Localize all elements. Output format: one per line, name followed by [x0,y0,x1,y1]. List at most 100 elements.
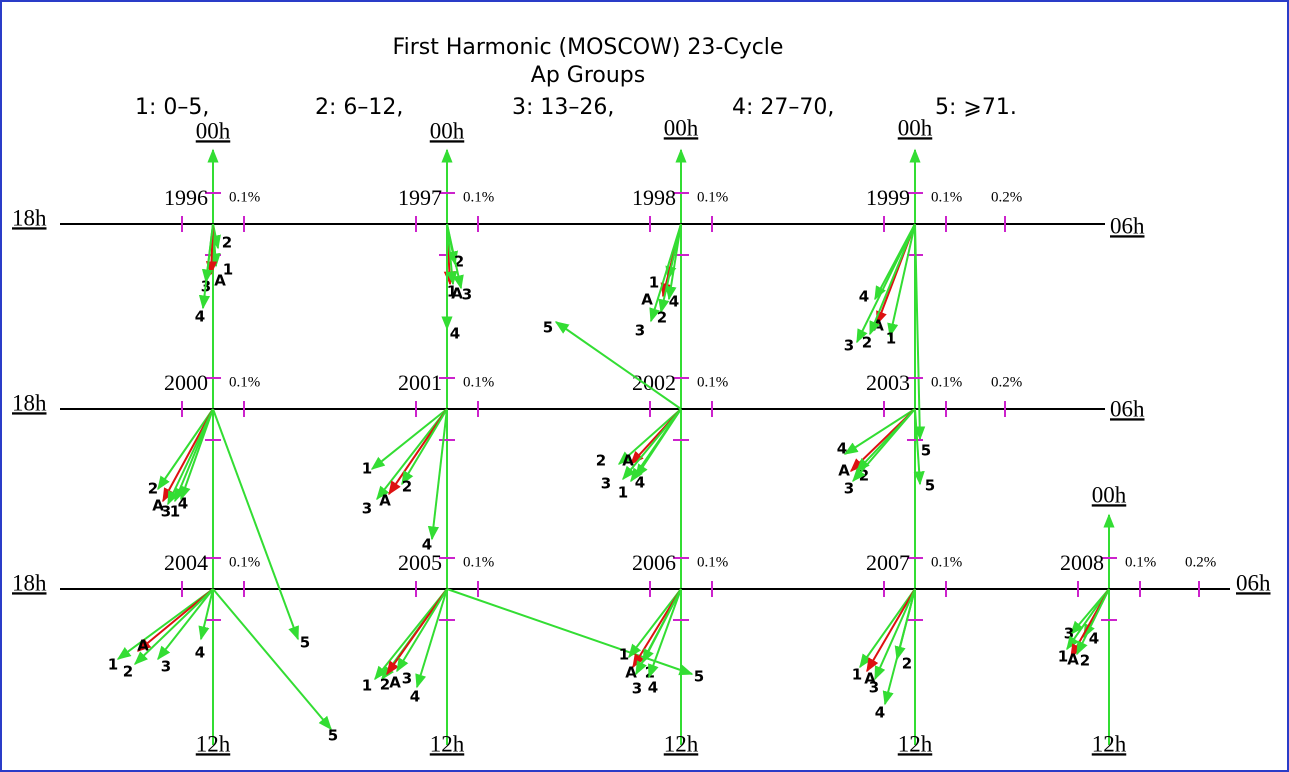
vector-label: A [864,670,876,688]
vector [198,588,214,641]
vector [635,588,682,676]
vector-label: 4 [875,704,885,722]
year-label: 1999 [866,185,910,210]
year-label: 2005 [398,550,442,575]
vector [136,588,214,652]
year-label: 2007 [866,550,910,575]
vector-label: 3 [161,503,171,521]
clock-label: 00h [664,115,699,140]
vector-label: 3 [632,680,642,698]
vector [427,408,448,541]
scale-label: 0.1% [463,189,494,205]
clock-label: 12h [1092,731,1127,756]
group: 5: ⩾71. [935,95,1017,120]
vector [116,588,214,660]
vector-label: A [152,497,164,515]
vector-label: 3 [844,480,854,498]
vector-label: 4 [669,293,679,311]
clock-label: 00h [898,115,933,140]
vector [649,223,682,323]
vector-label: 3 [462,286,472,304]
vector-label: 2 [402,478,412,496]
vector [617,408,682,465]
scale-label: 0.2% [991,189,1022,205]
scale-label: 0.1% [697,189,728,205]
clock-label: 12h [898,731,933,756]
vector-label: 4 [195,308,205,326]
vector [554,321,682,410]
vector [157,588,214,661]
year-label: 2000 [164,370,208,395]
vector [658,223,682,314]
scale-label: 0.1% [931,554,962,570]
vector [370,408,448,470]
vector-label: 3 [601,475,611,493]
vector-label: 1 [886,330,896,348]
scale-label: 0.2% [1185,554,1216,570]
vector-label: 2 [380,676,390,694]
year-label: 2008 [1060,550,1104,575]
vector-label: 1 [223,261,233,279]
title: First Harmonic (MOSCOW) 23-Cycle [393,35,784,60]
group: 4: 27–70, [732,95,834,120]
vector-label: A [214,272,226,290]
vector-label: 3 [635,322,645,340]
scale-label: 0.1% [463,554,494,570]
vector-label: A [838,462,850,480]
vector-label: A [389,674,401,692]
vector-label: 2 [454,253,464,271]
vector [856,223,916,344]
vector [198,223,214,310]
vector [401,408,448,486]
vector [869,223,916,336]
vector-label: 2 [902,655,912,673]
year-label: 1996 [164,185,208,210]
vector-label: 4 [1089,630,1099,648]
clock-label: 06h [1236,570,1271,595]
vector [212,408,299,641]
vector [157,408,214,491]
vector-label: 3 [1064,625,1074,643]
vector [446,223,464,290]
vector-label: 2 [222,234,232,252]
vector [874,588,916,681]
clock-label: 12h [664,731,699,756]
vector [212,588,332,731]
vector [179,408,214,501]
vector [859,588,916,669]
vector-label: 2 [1080,652,1090,670]
vector-label: 4 [422,536,432,554]
vector-label: 4 [450,325,460,343]
vector [913,408,925,486]
vector-label: 2 [123,663,133,681]
vector-label: 1 [852,666,862,684]
vector-label: 4 [648,679,658,697]
clock-label: 00h [196,118,231,143]
vector [882,588,916,706]
vector-label: 5 [921,442,931,460]
scale-label: 0.1% [697,554,728,570]
vector [622,408,682,481]
clock-label: 12h [196,731,231,756]
year-label: 1998 [632,185,676,210]
clock-label: 12h [430,731,465,756]
vector-label: 1 [447,283,457,301]
vector [1066,588,1110,651]
scale-label: 0.1% [931,189,962,205]
vector [388,408,448,496]
scale-label: 0.1% [229,374,260,390]
vector [1076,588,1110,656]
vector [852,408,916,483]
vector-label: 1 [618,484,628,502]
vector-label: A [137,637,149,655]
vector-label: A [625,664,637,682]
vector-label: 1 [619,646,629,664]
group: 3: 13–26, [512,95,614,120]
vector-label: 3 [362,500,372,518]
vector-label: 5 [328,727,338,745]
scale-label: 0.1% [229,554,260,570]
group: 1: 0–5, [135,95,209,120]
year-label: 2004 [164,550,208,575]
vector-label: 1 [170,503,180,521]
